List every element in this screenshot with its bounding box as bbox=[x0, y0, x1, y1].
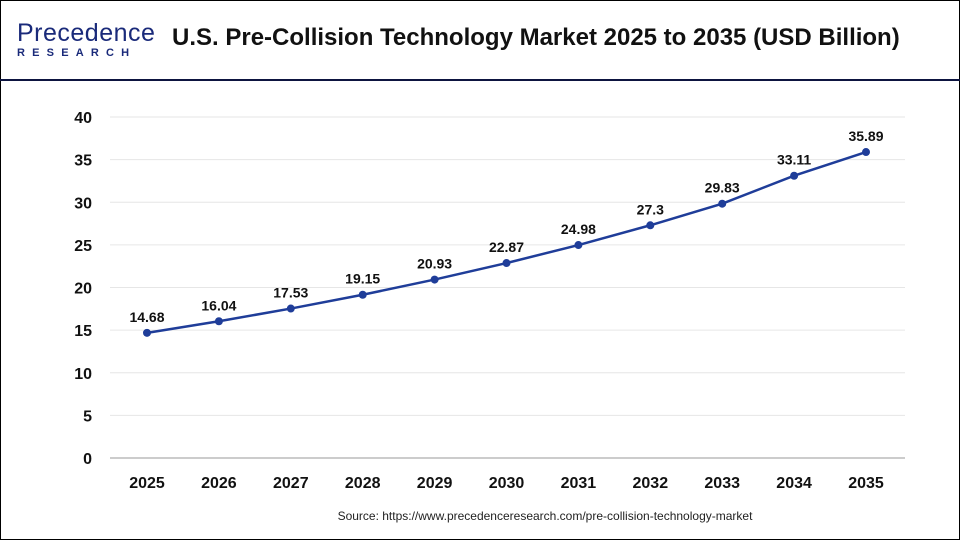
data-point bbox=[430, 275, 439, 284]
y-tick-label: 10 bbox=[74, 366, 92, 383]
data-label: 16.04 bbox=[201, 297, 236, 313]
x-tick-label: 2032 bbox=[633, 475, 669, 492]
y-tick-label: 5 bbox=[83, 408, 92, 425]
data-point bbox=[358, 290, 367, 299]
data-label: 24.98 bbox=[561, 221, 596, 237]
x-tick-label: 2027 bbox=[273, 475, 309, 492]
x-tick-label: 2031 bbox=[561, 475, 597, 492]
data-point bbox=[790, 171, 799, 180]
y-tick-label: 15 bbox=[74, 323, 92, 340]
x-tick-label: 2028 bbox=[345, 475, 381, 492]
x-tick-label: 2034 bbox=[776, 475, 812, 492]
y-tick-label: 35 bbox=[74, 153, 92, 170]
y-tick-label: 0 bbox=[83, 451, 92, 468]
data-point bbox=[574, 241, 583, 250]
data-point bbox=[646, 221, 655, 230]
data-label: 22.87 bbox=[489, 239, 524, 255]
y-tick-label: 20 bbox=[74, 281, 92, 298]
x-tick-label: 2029 bbox=[417, 475, 453, 492]
data-label: 14.68 bbox=[129, 309, 164, 325]
data-point bbox=[286, 304, 295, 313]
precedence-research-logo: Precedence RESEARCH bbox=[17, 20, 157, 62]
x-tick-label: 2035 bbox=[848, 475, 884, 492]
logo-bottom-text: RESEARCH bbox=[17, 47, 137, 59]
y-tick-label: 25 bbox=[74, 238, 92, 255]
header: Precedence RESEARCH U.S. Pre-Collision T… bbox=[0, 0, 960, 81]
data-point bbox=[862, 148, 870, 157]
data-label: 35.89 bbox=[848, 128, 883, 144]
x-tick-label: 2026 bbox=[201, 475, 237, 492]
data-label: 29.83 bbox=[705, 180, 740, 196]
x-tick-label: 2030 bbox=[489, 475, 525, 492]
data-label: 19.15 bbox=[345, 271, 380, 287]
source-text: Source: https://www.precedenceresearch.c… bbox=[337, 509, 753, 523]
data-label: 17.53 bbox=[273, 285, 308, 301]
data-label: 20.93 bbox=[417, 256, 452, 272]
data-point bbox=[718, 199, 727, 208]
x-tick-label: 2033 bbox=[704, 475, 740, 492]
data-label: 27.3 bbox=[637, 201, 664, 217]
data-point bbox=[143, 328, 151, 337]
data-label: 33.11 bbox=[777, 152, 811, 168]
chart-title: U.S. Pre-Collision Technology Market 202… bbox=[172, 24, 900, 51]
data-point bbox=[502, 259, 511, 268]
y-tick-label: 30 bbox=[74, 195, 92, 212]
data-point bbox=[214, 317, 223, 326]
y-tick-label: 40 bbox=[74, 110, 92, 127]
logo-top-text: Precedence bbox=[17, 19, 156, 47]
x-tick-label: 2025 bbox=[129, 475, 165, 492]
